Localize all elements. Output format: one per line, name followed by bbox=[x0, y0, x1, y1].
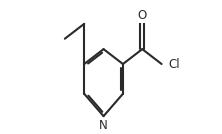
Text: Cl: Cl bbox=[168, 57, 180, 70]
Text: O: O bbox=[138, 9, 147, 22]
Text: N: N bbox=[99, 119, 108, 132]
